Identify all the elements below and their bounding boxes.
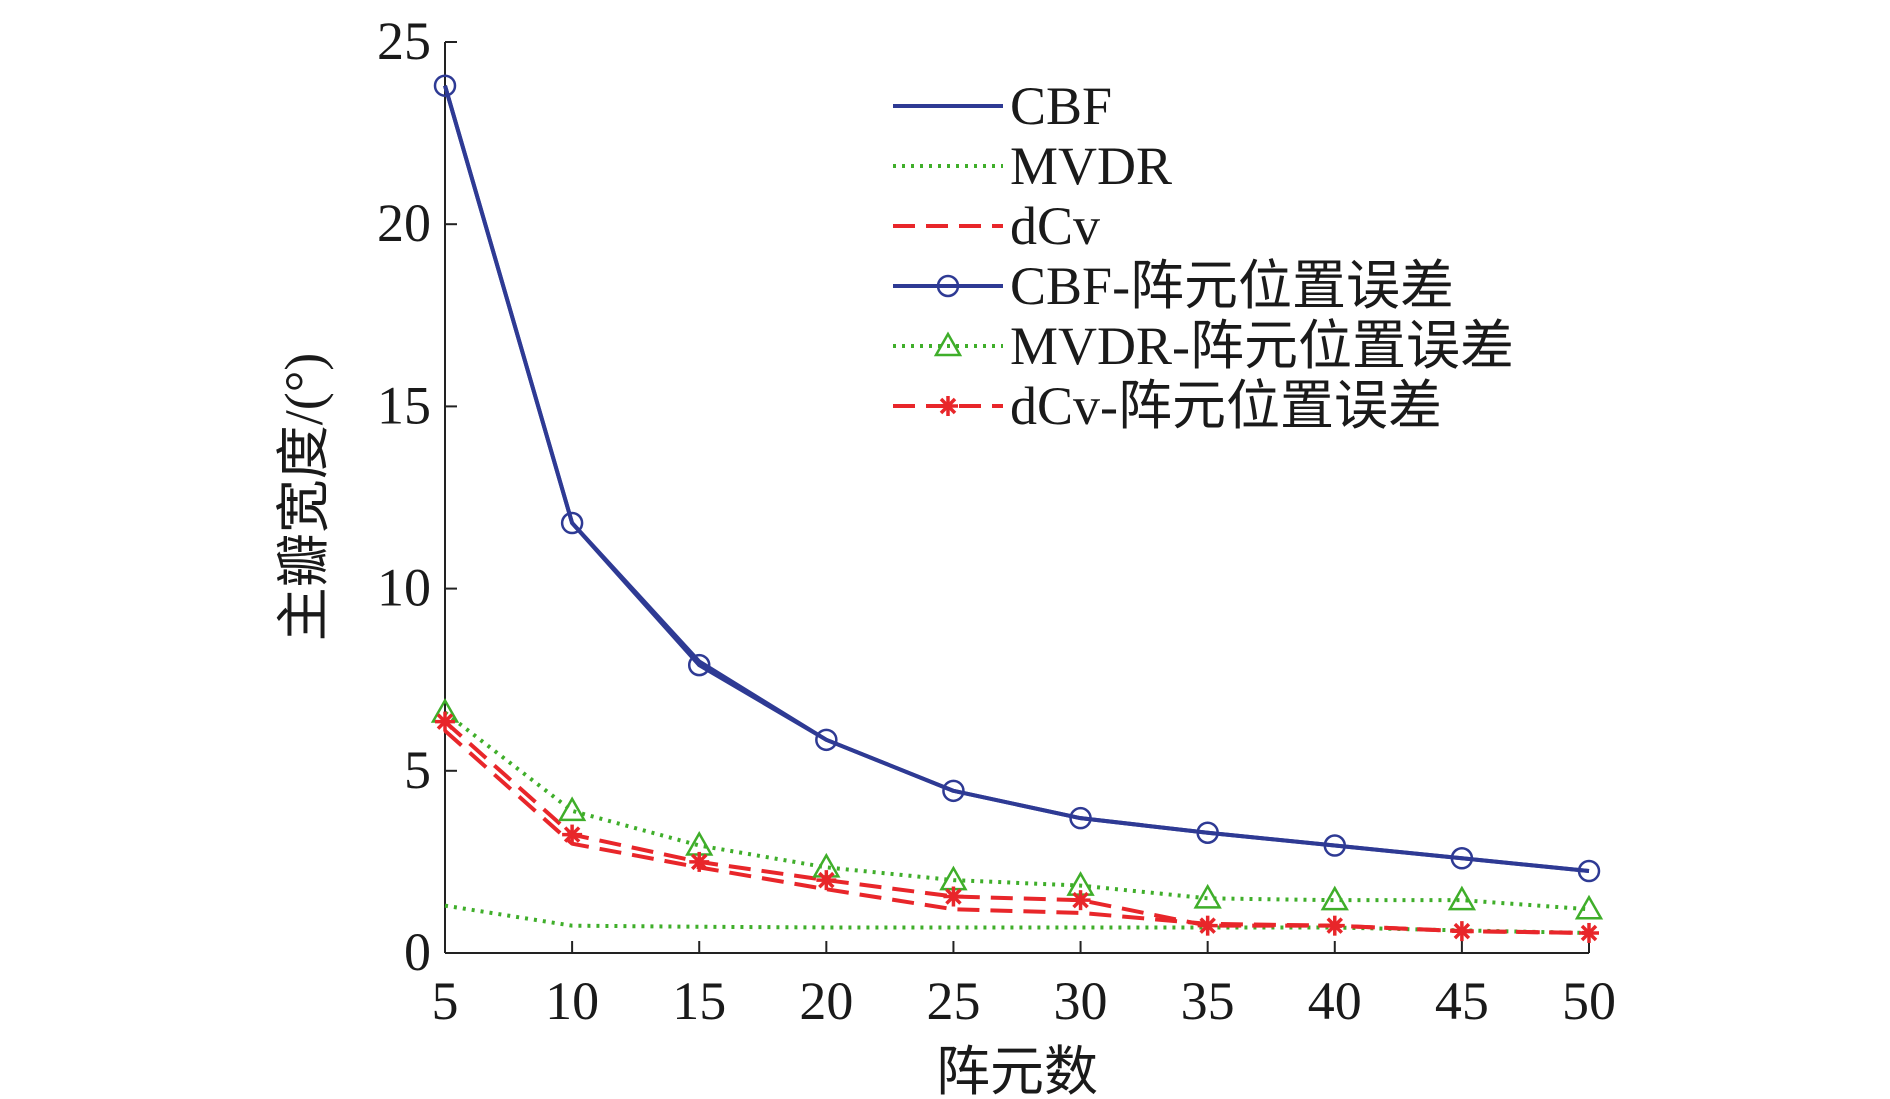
series-5-point (1320, 885, 1349, 911)
legend-label: CBF-阵元位置误差 (1010, 256, 1454, 316)
legend-label: MVDR (1010, 136, 1172, 196)
series-4-point (1069, 806, 1092, 830)
series-4-point (687, 653, 711, 677)
legend-marker (936, 274, 960, 298)
x-tick-label: 35 (1181, 971, 1235, 1031)
y-tick-label: 0 (404, 922, 431, 982)
y-tick-label: 5 (404, 740, 431, 800)
legend: CBFMVDRdCvCBF-阵元位置误差MVDR-阵元位置误差dCv-阵元位置误… (893, 76, 1514, 436)
y-tick-label: 15 (377, 375, 431, 435)
series-6-point (1197, 915, 1218, 936)
series-4-point (1450, 847, 1474, 870)
series-6-point (943, 886, 964, 907)
series-line-3 (443, 729, 1590, 935)
series-6-point (1324, 915, 1345, 936)
legend-label: dCv (1010, 196, 1100, 256)
legend-label: CBF (1010, 76, 1112, 136)
y-axis-label: 主瓣宽度/(°) (274, 353, 334, 642)
x-tick-label: 15 (672, 971, 726, 1031)
series-6-point (435, 711, 455, 732)
legend-label: dCv-阵元位置误差 (1010, 376, 1442, 436)
legend-marker (938, 396, 958, 416)
series-6-point (1070, 890, 1091, 911)
markers-layer (430, 74, 1604, 943)
series-5-point (685, 830, 714, 856)
series-6-point (816, 870, 837, 891)
y-tick-label: 25 (377, 11, 431, 71)
x-tick-label: 5 (432, 971, 459, 1031)
x-tick-label: 20 (799, 971, 853, 1031)
series-line-5 (443, 710, 1590, 912)
series-layer (443, 85, 1590, 935)
series-6-point (1451, 921, 1472, 942)
series-5-point (1447, 885, 1477, 911)
y-tick-label: 20 (377, 193, 431, 253)
legend-label: MVDR-阵元位置误差 (1010, 316, 1514, 376)
series-line-4 (443, 85, 1590, 874)
series-5-point (1193, 883, 1222, 909)
series-6-point (1579, 922, 1599, 943)
series-4-point (942, 779, 965, 803)
series-4-point (1196, 821, 1219, 844)
series-6-point (689, 851, 710, 872)
x-axis-label: 阵元数 (936, 1042, 1098, 1099)
x-tick-label: 45 (1435, 971, 1489, 1031)
series-6-point (562, 824, 583, 845)
series-4-point (433, 74, 457, 97)
legend-marker (933, 331, 963, 357)
series-5-point (557, 796, 587, 822)
series-4-point (1577, 859, 1601, 883)
x-tick-label: 10 (545, 971, 599, 1031)
x-tick-label: 30 (1054, 971, 1108, 1031)
series-5-point (1574, 894, 1604, 920)
x-tick-label: 25 (926, 971, 980, 1031)
axes (444, 42, 1589, 954)
x-tick-label: 50 (1562, 971, 1616, 1031)
series-4-point (815, 728, 838, 752)
series-4-point (1323, 834, 1347, 857)
x-tick-label: 40 (1308, 971, 1362, 1031)
series-line-6 (443, 720, 1590, 935)
series-4-point (560, 511, 584, 535)
y-tick-label: 10 (377, 558, 431, 618)
